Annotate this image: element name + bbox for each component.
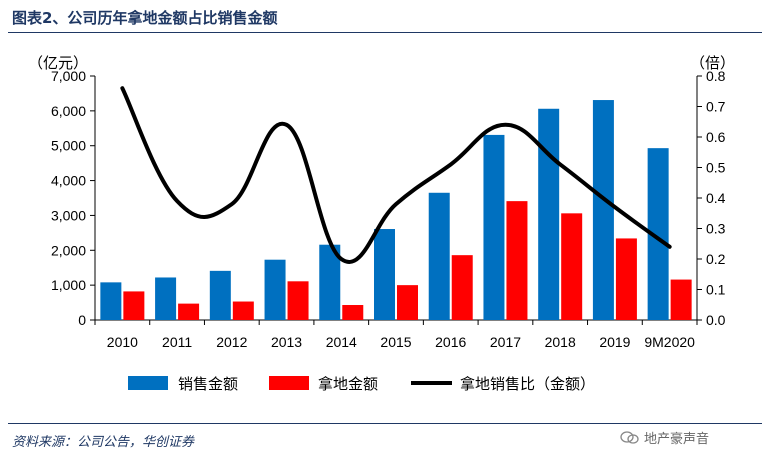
x-tick-label: 2016 — [435, 334, 466, 350]
x-tick-label: 2015 — [380, 334, 411, 350]
land-bar — [397, 285, 418, 320]
land-bar — [178, 303, 200, 320]
right-tick-label: 0.4 — [706, 190, 726, 206]
x-tick-label: 2011 — [162, 334, 192, 350]
watermark-text: 地产豪声音 — [644, 432, 710, 447]
land-bar — [232, 301, 254, 320]
right-tick-label: 0.1 — [706, 282, 726, 298]
land-bar — [123, 291, 145, 320]
left-tick-label: 5,000 — [51, 138, 86, 154]
left-tick-labels: 0 1,000 2,000 3,000 4,000 5,000 6,000 7,000 — [51, 68, 95, 328]
land-bar — [670, 279, 692, 320]
title-divider — [8, 32, 762, 33]
land-bar — [287, 281, 309, 320]
sales-bar — [209, 270, 231, 320]
footer-divider — [8, 423, 762, 424]
right-tick-label: 0.5 — [706, 160, 726, 176]
legend-swatch-sales — [128, 376, 168, 390]
legend-swatch-land — [269, 376, 309, 390]
sales-bar — [647, 148, 669, 320]
ratio-line — [120, 86, 672, 264]
x-tick-label: 2010 — [107, 334, 138, 350]
x-tick-label: 2014 — [326, 334, 357, 350]
sales-bar — [428, 192, 450, 320]
land-bar — [506, 201, 528, 320]
x-tick-labels: 2010 2011 2012 2013 2014 2015 2016 2017 2018 2019… — [94, 320, 698, 350]
x-tick-label: 2013 — [271, 334, 302, 350]
right-tick-label: 0.8 — [706, 68, 726, 84]
legend: 销售金额 拿地金额 拿地销售比（金额） — [128, 375, 595, 393]
sales-bar — [264, 259, 286, 320]
sales-bar — [374, 229, 395, 320]
left-tick-label: 0 — [78, 312, 86, 328]
left-tick-label: 6,000 — [51, 103, 86, 119]
land-bars — [123, 201, 692, 320]
sales-bars — [100, 100, 669, 321]
left-tick-label: 7,000 — [51, 68, 86, 84]
right-tick-label: 0.7 — [706, 99, 726, 115]
sales-bar — [100, 282, 122, 320]
legend-label-land: 拿地金额 — [318, 375, 378, 393]
left-tick-label: 1,000 — [51, 277, 86, 293]
left-tick-label: 3,000 — [51, 207, 86, 223]
legend-label-ratio: 拿地销售比（金额） — [460, 375, 595, 393]
right-tick-label: 0.0 — [706, 312, 726, 328]
figure-title: 图表2、公司历年拿地金额占比销售金额 — [12, 9, 278, 27]
right-axis-unit: （倍） — [690, 54, 735, 72]
land-bar — [342, 305, 364, 320]
combo-chart: 0 1,000 2,000 3,000 4,000 5,000 6,000 7,000 0.0… — [28, 54, 735, 393]
x-tick-label: 2017 — [490, 334, 521, 350]
land-bar — [561, 213, 583, 320]
left-tick-label: 4,000 — [51, 173, 86, 189]
source-note: 资料来源：公司公告，华创证券 — [12, 435, 195, 450]
land-bar — [615, 238, 637, 320]
right-tick-label: 0.6 — [706, 129, 726, 145]
sales-bar — [155, 277, 177, 320]
x-tick-label: 2019 — [599, 334, 630, 350]
wechat-icon — [620, 430, 639, 444]
watermark: 地产豪声音 — [620, 428, 709, 447]
land-bar — [451, 255, 473, 320]
right-tick-label: 0.2 — [706, 251, 726, 267]
left-axis-unit: （亿元） — [28, 54, 88, 72]
sales-bar — [592, 100, 614, 321]
legend-label-sales: 销售金额 — [178, 375, 238, 393]
sales-bar — [319, 244, 341, 320]
sales-bar — [538, 108, 560, 320]
sales-bar — [483, 134, 505, 320]
x-tick-label: 9M2020 — [644, 334, 695, 350]
x-tick-label: 2012 — [216, 334, 247, 350]
right-tick-label: 0.3 — [706, 221, 726, 237]
x-tick-label: 2018 — [545, 334, 576, 350]
left-tick-label: 2,000 — [51, 242, 86, 258]
right-tick-labels: 0.0 0.1 0.2 0.3 0.4 0.5 0.6 0.7 0.8 — [697, 68, 726, 328]
